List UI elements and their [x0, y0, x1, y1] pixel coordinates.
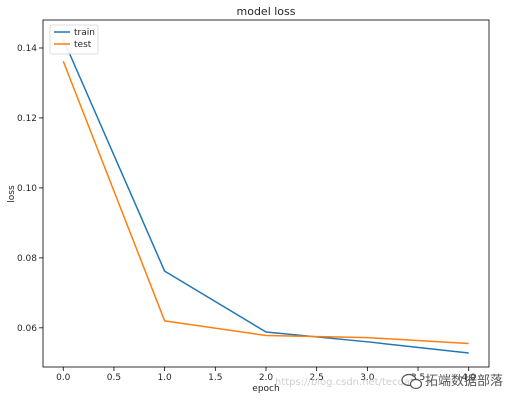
- chart-title: model loss: [237, 5, 296, 18]
- series-line-train: [62, 38, 469, 354]
- legend-label-train: train: [74, 28, 95, 38]
- watermark: https://blog.csdn.net/tecdat 拓端数据部落: [275, 373, 503, 390]
- plot-area: [42, 19, 490, 368]
- watermark-brand: 拓端数据部落: [425, 374, 503, 389]
- x-tick-label: 2.0: [259, 373, 274, 383]
- x-tick-label: 0.5: [107, 373, 121, 383]
- y-tick-label: 0.10: [17, 184, 37, 194]
- x-tick-label: 1.0: [157, 373, 172, 383]
- x-axis-ticks: 0.0 0.5 1.0 1.5 2.0 2.5 3.0 3.5 4.0: [56, 367, 476, 383]
- y-axis-ticks: 0.06 0.08 0.10 0.12 0.14: [17, 44, 43, 334]
- legend: train test: [49, 24, 99, 55]
- x-tick-label: 3.0: [360, 373, 375, 383]
- plot-frame: [42, 19, 490, 368]
- y-tick-label: 0.14: [17, 44, 37, 54]
- y-tick-label: 0.06: [17, 324, 37, 334]
- y-tick-label: 0.12: [17, 114, 37, 124]
- series-line-test: [62, 61, 469, 345]
- wechat-icon: [401, 373, 423, 390]
- y-axis-label: loss: [7, 185, 17, 203]
- x-tick-label: 2.5: [310, 373, 324, 383]
- series-layer: [62, 38, 469, 354]
- legend-label-test: test: [74, 40, 92, 50]
- watermark-url: https://blog.csdn.net/tecdat: [275, 377, 414, 388]
- x-tick-label: 1.5: [208, 373, 222, 383]
- x-tick-label: 4.0: [462, 373, 477, 383]
- x-tick-label: 0.0: [56, 373, 71, 383]
- x-tick-label: 3.5: [411, 373, 425, 383]
- y-tick-label: 0.08: [17, 254, 37, 264]
- x-axis-label: epoch: [252, 384, 279, 394]
